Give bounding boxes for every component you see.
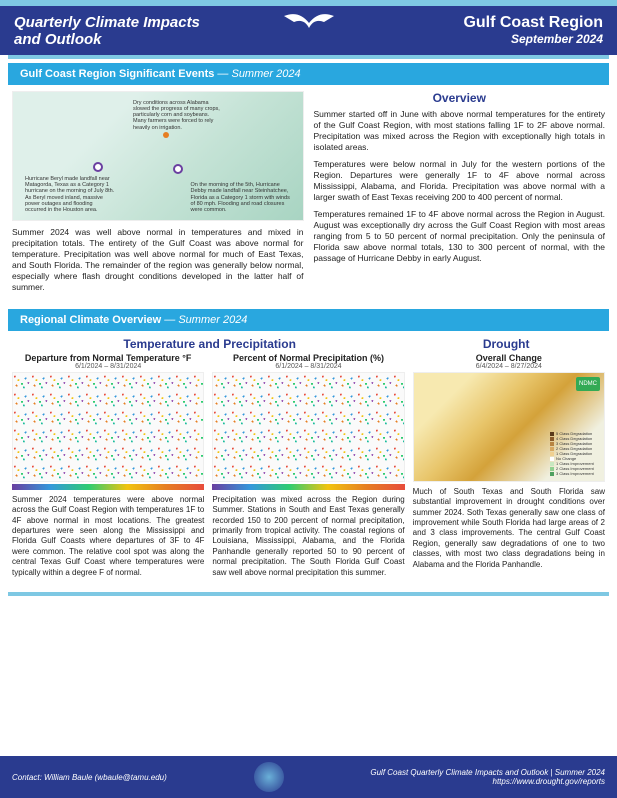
header-right: Gulf Coast Region September 2024 bbox=[463, 14, 603, 46]
divider bbox=[8, 592, 609, 596]
footer-line2: https://www.drought.gov/reports bbox=[370, 777, 605, 786]
section1-em: — Summer 2024 bbox=[217, 68, 300, 80]
temp-precip-heading: Temperature and Precipitation bbox=[12, 337, 407, 351]
rainbow-scale-icon bbox=[12, 484, 204, 490]
section1-label: Gulf Coast Region Significant Events bbox=[20, 68, 214, 80]
chart3-map: NDMC 5 Class Degradation4 Class Degradat… bbox=[413, 372, 605, 482]
title-line1: Quarterly Climate Impacts bbox=[14, 14, 200, 31]
hurricane-marker-icon bbox=[173, 164, 183, 174]
rainbow-scale-icon bbox=[212, 484, 404, 490]
section1-left: Dry conditions across Alabama slowed the… bbox=[12, 91, 304, 299]
overview-p1: Summer started off in June with above no… bbox=[314, 109, 606, 153]
section2-label: Regional Climate Overview bbox=[20, 314, 161, 326]
chart1-title: Departure from Normal Temperature °F bbox=[12, 353, 204, 363]
chart2-sub: 6/1/2024 – 8/31/2024 bbox=[212, 363, 404, 370]
section1-bar: Gulf Coast Region Significant Events — S… bbox=[8, 63, 609, 85]
divider bbox=[8, 55, 609, 59]
section2-bar: Regional Climate Overview — Summer 2024 bbox=[8, 309, 609, 331]
drought-marker-icon bbox=[163, 132, 169, 138]
chart3-title: Overall Change bbox=[413, 353, 605, 363]
footer: Contact: William Baule (wbaule@tamu.edu)… bbox=[0, 756, 617, 798]
footer-contact: Contact: William Baule (wbaule@tamu.edu) bbox=[12, 773, 167, 782]
events-map: Dry conditions across Alabama slowed the… bbox=[12, 91, 304, 221]
region-name: Gulf Coast Region bbox=[463, 14, 603, 32]
footer-right: Gulf Coast Quarterly Climate Impacts and… bbox=[370, 768, 605, 786]
footer-line1: Gulf Coast Quarterly Climate Impacts and… bbox=[370, 768, 605, 777]
map-note-b: Hurricane Beryl made landfall near Matag… bbox=[25, 176, 115, 214]
chart-col-temp: Departure from Normal Temperature °F 6/1… bbox=[12, 353, 204, 578]
issue-date: September 2024 bbox=[463, 32, 603, 46]
chart2-para: Precipitation was mixed across the Regio… bbox=[212, 495, 404, 578]
drought-heading: Drought bbox=[407, 337, 605, 351]
chart3-sub: 6/4/2024 – 8/27/2024 bbox=[413, 363, 605, 370]
section2-em: — Summer 2024 bbox=[164, 314, 247, 326]
chart1-para: Summer 2024 temperatures were above norm… bbox=[12, 495, 204, 578]
subhead-row: Temperature and Precipitation Drought bbox=[12, 337, 605, 351]
chart-row: Departure from Normal Temperature °F 6/1… bbox=[12, 353, 605, 578]
bird-icon bbox=[279, 8, 339, 40]
section1-right: Overview Summer started off in June with… bbox=[314, 91, 606, 299]
noaa-logo-icon bbox=[254, 762, 284, 792]
section1-content: Dry conditions across Alabama slowed the… bbox=[0, 91, 617, 305]
ndmc-badge: NDMC bbox=[576, 377, 600, 391]
map-note-c: On the morning of the 5th, Hurricane Deb… bbox=[191, 182, 291, 214]
chart3-para: Much of South Texas and South Florida sa… bbox=[413, 487, 605, 570]
overview-p3: Temperatures remained 1F to 4F above nor… bbox=[314, 209, 606, 264]
section2-content: Temperature and Precipitation Drought De… bbox=[0, 337, 617, 586]
chart-col-drought: Overall Change 6/4/2024 – 8/27/2024 NDMC… bbox=[413, 353, 605, 578]
drought-legend: 5 Class Degradation4 Class Degradation3 … bbox=[550, 432, 600, 477]
chart2-map bbox=[212, 372, 404, 482]
hurricane-marker-icon bbox=[93, 162, 103, 172]
chart-col-precip: Percent of Normal Precipitation (%) 6/1/… bbox=[212, 353, 404, 578]
section1-summary: Summer 2024 was well above normal in tem… bbox=[12, 227, 304, 293]
chart2-title: Percent of Normal Precipitation (%) bbox=[212, 353, 404, 363]
chart1-map bbox=[12, 372, 204, 482]
chart1-sub: 6/1/2024 – 8/31/2024 bbox=[12, 363, 204, 370]
overview-p2: Temperatures were below normal in July f… bbox=[314, 159, 606, 203]
title-line2: and Outlook bbox=[14, 31, 200, 48]
overview-heading: Overview bbox=[314, 91, 606, 105]
doc-title: Quarterly Climate Impacts and Outlook bbox=[14, 14, 200, 49]
map-note-a: Dry conditions across Alabama slowed the… bbox=[133, 100, 223, 132]
header: Quarterly Climate Impacts and Outlook Gu… bbox=[0, 6, 617, 55]
legend-item: 3 Class Improvement bbox=[550, 472, 600, 476]
